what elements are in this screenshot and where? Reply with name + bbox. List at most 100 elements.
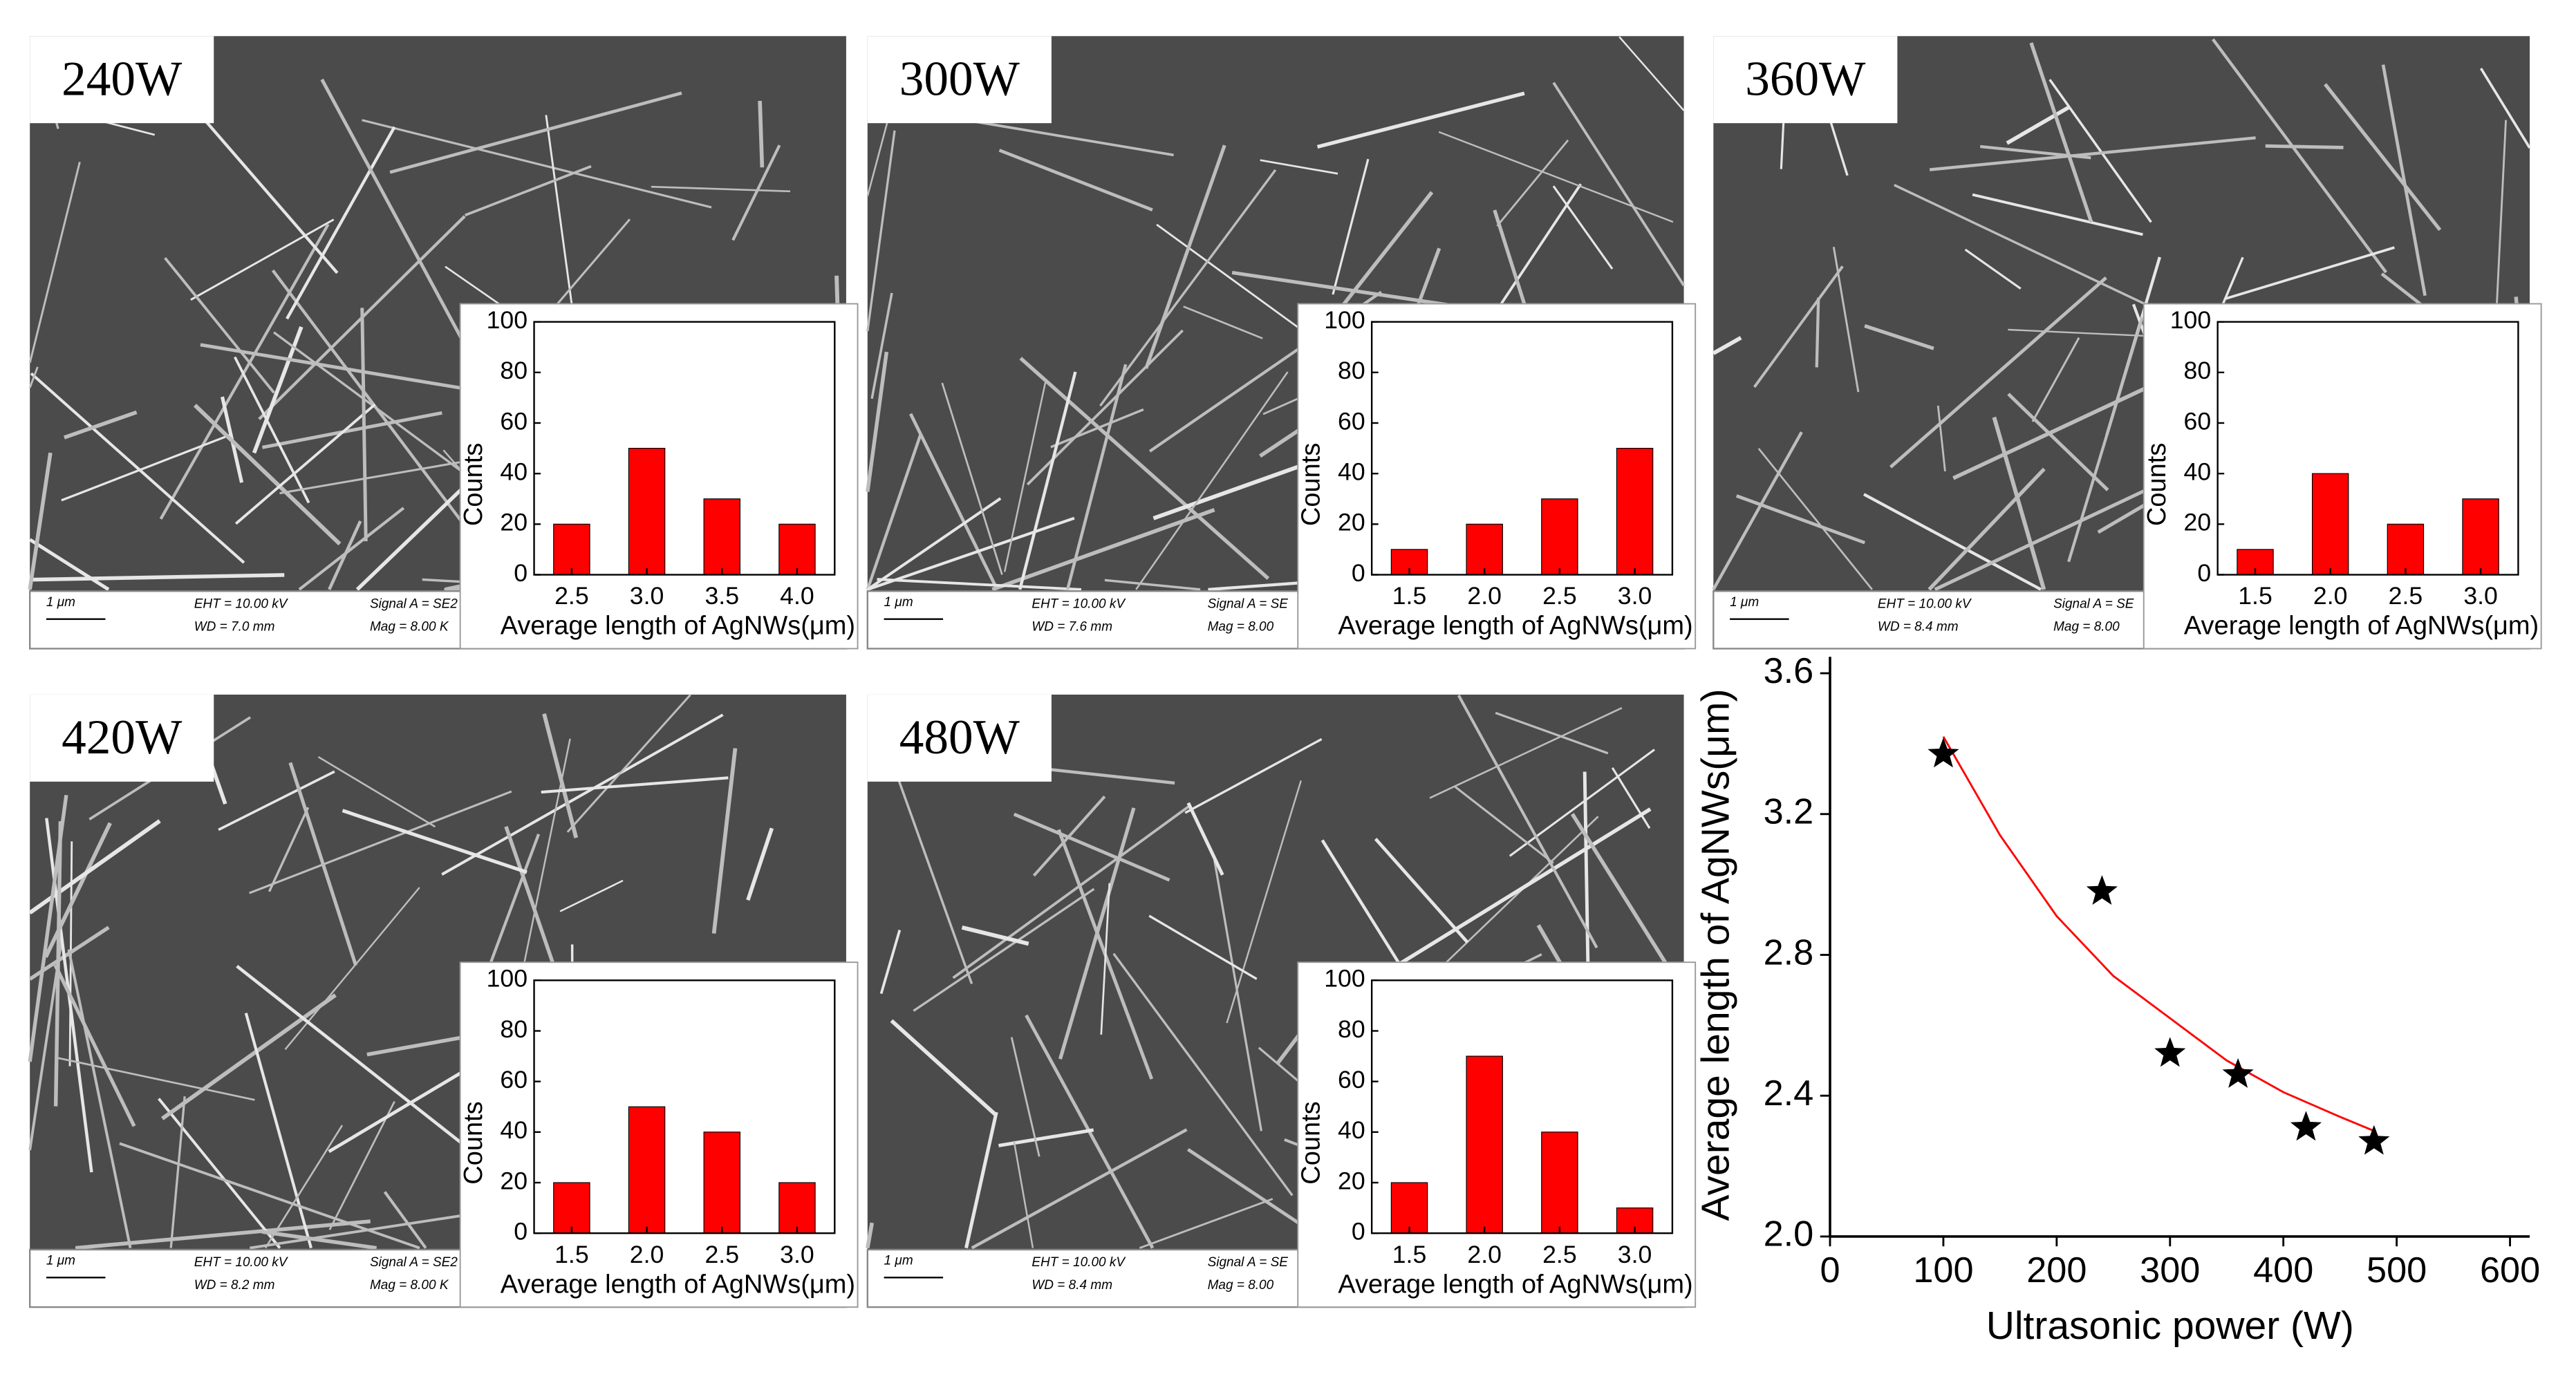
y-tick-label: 40 <box>1338 458 1365 486</box>
inset-axes <box>2216 321 2519 576</box>
panel-label: 360W <box>1745 52 1866 106</box>
nanowire <box>651 185 791 193</box>
scale-bar-label: 1 μm <box>46 1254 75 1268</box>
nanowire <box>2031 337 2080 422</box>
eht: EHT = 10.00 kV <box>194 596 289 611</box>
nanowire <box>200 343 490 395</box>
nanowire <box>57 1057 255 1101</box>
nanowire <box>1429 707 1623 799</box>
x-tick-label: 2.0 <box>2313 582 2348 610</box>
nanowire <box>1894 184 2158 311</box>
nanowire <box>75 1219 371 1250</box>
inset-axes <box>533 979 836 1234</box>
nanowire <box>1226 780 1302 1024</box>
eht: EHT = 10.00 kV <box>1032 1255 1126 1270</box>
nanowire <box>1889 276 2107 469</box>
nanowire <box>2007 393 2109 491</box>
bar <box>1466 1055 1503 1234</box>
data-point <box>2290 1111 2322 1141</box>
nanowire <box>711 748 738 934</box>
nanowire <box>866 1222 875 1249</box>
y-tick-label: 60 <box>2184 407 2212 435</box>
nanowire <box>28 452 53 590</box>
nanowire <box>268 807 310 892</box>
y-axis-label: Counts <box>1297 1101 1326 1184</box>
nanowire <box>964 1111 998 1249</box>
nanowire <box>566 694 691 833</box>
nanowire <box>362 119 712 209</box>
x-tick-label: 500 <box>2367 1250 2427 1290</box>
mag: Mag = 8.00 <box>1208 1278 1274 1293</box>
nanowire <box>1032 796 1106 877</box>
x-tick-label: 600 <box>2480 1250 2540 1290</box>
nanowire <box>244 1013 312 1249</box>
nanowire <box>866 497 1002 591</box>
x-axis-label: Average length of AgNWs(μm) <box>501 1270 855 1299</box>
mag: Mag = 8.00 K <box>370 1278 449 1293</box>
nanowire <box>1457 695 1598 949</box>
wd: WD = 7.0 mm <box>194 620 275 635</box>
nanowire <box>383 1191 427 1249</box>
y-tick-label: 2.8 <box>1764 932 1814 973</box>
panel-label-box <box>867 694 1052 782</box>
nanowire <box>961 925 1029 946</box>
signal: Signal A = SE <box>2053 596 2134 611</box>
y-tick-label: 80 <box>1338 357 1365 384</box>
x-tick-label: 2.0 <box>1467 582 1502 610</box>
nanowire <box>61 433 233 502</box>
y-tick-label: 0 <box>2197 559 2211 587</box>
nanowire <box>991 507 1215 592</box>
nanowire <box>63 410 138 440</box>
mag: Mag = 8.00 <box>1208 620 1274 635</box>
bar <box>1466 523 1503 576</box>
y-tick-label: 40 <box>1338 1116 1365 1144</box>
signal: Signal A = SE <box>1208 596 1289 611</box>
bar <box>553 523 590 576</box>
nanowire <box>1330 191 1434 321</box>
nanowire <box>190 218 335 301</box>
sem-panel: 1 μm EHT = 10.00 kV WD = 7.0 mm Signal A = … <box>28 36 859 650</box>
nanowire <box>53 821 63 1107</box>
panel-label: 240W <box>62 52 183 106</box>
nanowire <box>1509 749 1655 857</box>
bar <box>778 1182 816 1234</box>
y-tick-label: 80 <box>1338 1015 1365 1043</box>
sem-panel: 1 μm EHT = 10.00 kV WD = 7.6 mm Signal A = … <box>866 36 1697 650</box>
eht: EHT = 10.00 kV <box>194 1255 289 1270</box>
bar <box>1616 447 1654 576</box>
eht: EHT = 10.00 kV <box>1878 596 1972 611</box>
nanowire <box>1863 493 2042 591</box>
y-tick-label: 40 <box>2184 458 2212 486</box>
data-point <box>2154 1037 2186 1067</box>
y-tick-label: 3.6 <box>1764 651 1814 691</box>
nanowire <box>320 78 478 368</box>
nanowire <box>1753 265 1844 388</box>
nanowire <box>342 809 528 874</box>
nanowire <box>870 292 893 400</box>
nanowire <box>746 827 774 901</box>
y-tick-label: 60 <box>500 407 528 435</box>
x-tick-label: 1.5 <box>554 1241 589 1268</box>
nanowire <box>941 382 1003 575</box>
scale-bar-label: 1 μm <box>884 595 913 610</box>
nanowire <box>758 100 765 168</box>
sem-panel: 1 μm EHT = 10.00 kV WD = 8.4 mm Signal A = … <box>1712 36 2542 650</box>
x-tick-label: 300 <box>2140 1250 2200 1290</box>
nanowire <box>389 91 682 174</box>
y-tick-label: 20 <box>1338 509 1365 536</box>
bar <box>703 1131 740 1234</box>
nanowire <box>1712 336 1742 355</box>
nanowire <box>866 130 896 332</box>
x-tick-label: 2.5 <box>704 1241 739 1268</box>
y-tick-label: 20 <box>1338 1167 1365 1194</box>
nanowire <box>2006 105 2071 145</box>
nanowire <box>1832 247 1860 393</box>
nanowire <box>464 165 592 217</box>
nanowire <box>1353 807 1652 993</box>
nanowire <box>298 507 405 591</box>
nanowire <box>1144 144 1226 369</box>
y-tick-label: 100 <box>487 965 528 993</box>
x-tick-label: 2.5 <box>554 582 589 610</box>
nanowire <box>1495 711 1609 755</box>
